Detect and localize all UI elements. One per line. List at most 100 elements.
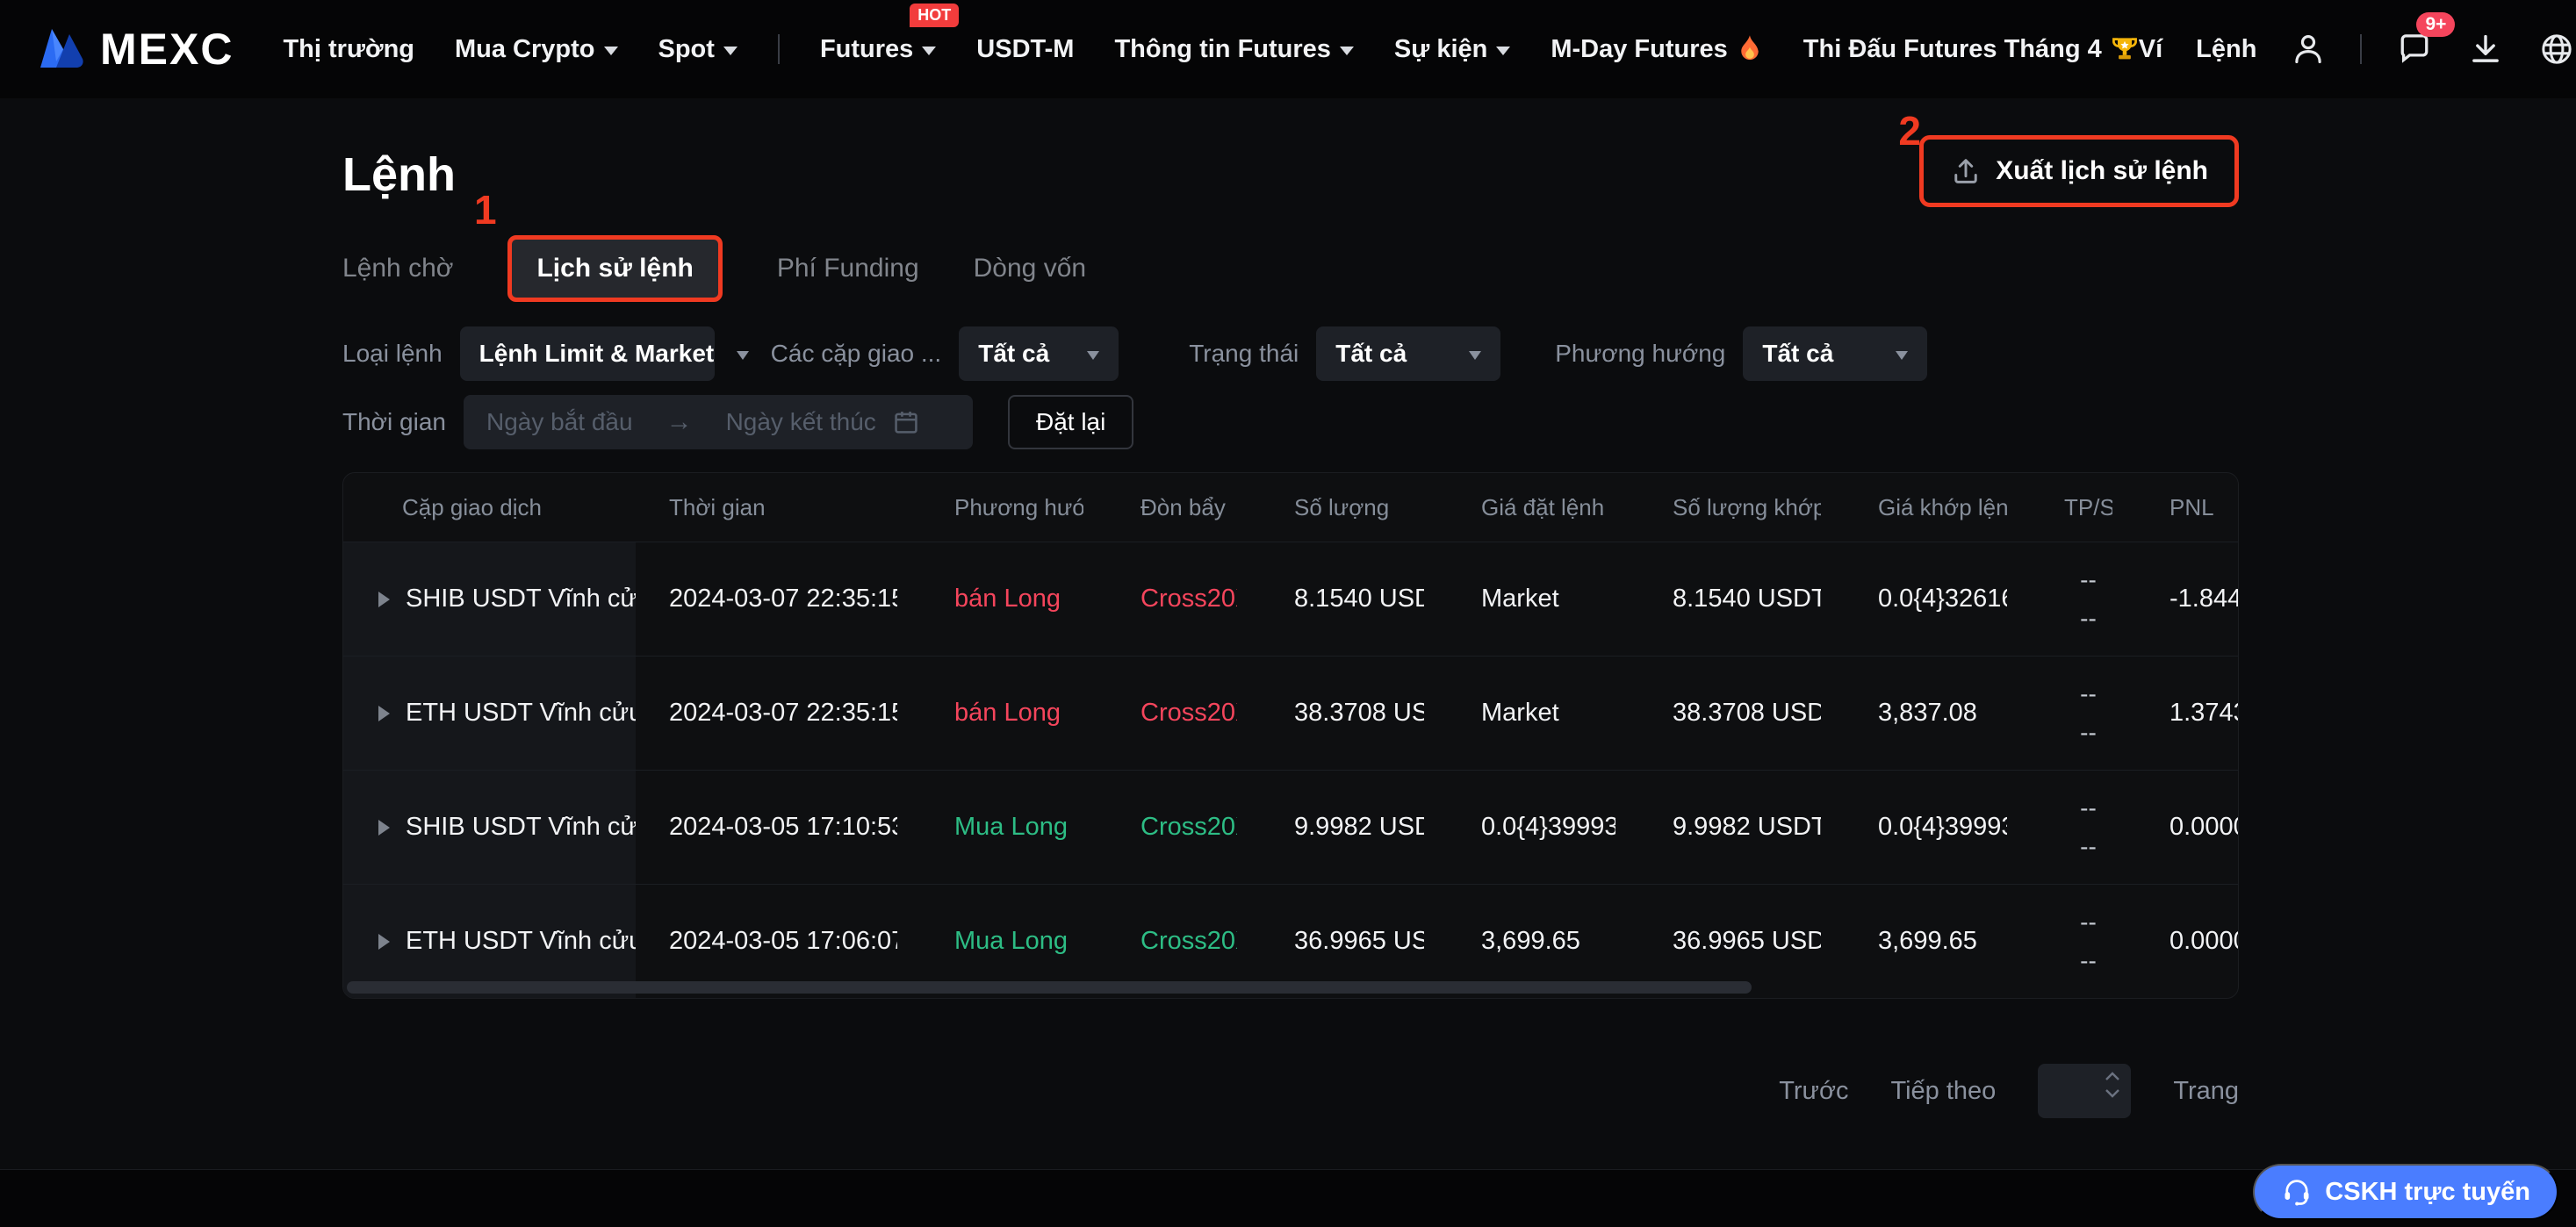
chevron-down-icon [1339,47,1354,55]
order-history-table: Cặp giao dịch Thời gian Phương hướng Đòn… [342,472,2239,999]
chevron-down-icon [1469,351,1482,360]
prev-page-button[interactable]: Trước [1779,1076,1849,1105]
tab-funding-fee[interactable]: Phí Funding [776,254,919,283]
time-label: Thời gian [342,408,446,435]
date-filter-row: Thời gian Ngày bắt đầu → Ngày kết thúc Đ… [342,395,2239,449]
pairs-select[interactable]: Tất cả [959,326,1119,381]
download-app-button[interactable] [2467,31,2504,68]
filled-qty: 38.3708 USDT [1673,699,1821,727]
fill-price: 0.0{4}39993 [1878,813,2007,841]
order-direction: Mua Long [954,813,1068,841]
spinner-up-icon[interactable] [2105,1071,2120,1081]
pair-name: ETH USDT Vĩnh cửu [406,927,636,955]
nav-mday-futures[interactable]: M-Day Futures [1551,34,1762,64]
end-date-placeholder: Ngày kết thúc [725,408,876,435]
page-number-input[interactable] [2038,1064,2132,1118]
expand-row-icon[interactable] [378,933,390,950]
status-label: Trạng thái [1189,340,1299,367]
order-leverage: Cross20X [1140,699,1237,727]
annotation-number-1: 1 [474,187,497,233]
order-price: 3,699.65 [1481,927,1580,955]
next-page-button[interactable]: Tiếp theo [1890,1076,1997,1105]
main-content: Lệnh 2 Xuất lịch sử lệnh 1 Lệnh chờ Lịch… [342,98,2239,1118]
notification-count-badge: 9+ [2416,12,2456,37]
col-time: Thời gian [669,493,766,520]
fill-price: 0.0{4}32616 [1878,585,2007,613]
pnl-value: -1.8442 [2169,585,2238,613]
table-row[interactable]: ETH USDT Vĩnh cửu 2024-03-05 17:06:07 Mu… [343,884,2238,998]
nav-usdtm[interactable]: USDT-M [976,34,1075,63]
nav-futures-contest[interactable]: Thi Đấu Futures Tháng 4 [1803,35,2139,64]
nav-market[interactable]: Thị trường [283,34,414,63]
account-button[interactable] [2290,31,2327,68]
nav-divider [777,34,780,64]
brand-text: MEXC [100,25,234,74]
nav-futures-info[interactable]: Thông tin Futures [1114,35,1354,64]
nav-orders[interactable]: Lệnh [2196,34,2257,63]
footer-strip [0,1169,2576,1227]
chevron-down-icon [737,351,750,360]
order-tabs: 1 Lệnh chờ Lịch sử lệnh Phí Funding Dòng… [342,187,2239,302]
reset-button[interactable]: Đặt lại [1007,395,1134,449]
fill-price: 3,699.65 [1878,927,1977,955]
expand-row-icon[interactable] [378,705,390,721]
filter-row: Loại lệnh Lệnh Limit & Market Các cặp gi… [342,326,2239,381]
download-icon [2472,34,2500,62]
tab-open-orders[interactable]: Lệnh chờ [342,254,454,283]
nav-wallet[interactable]: Ví [2138,34,2163,63]
pnl-value: 0.0000 U [2169,927,2238,955]
language-button[interactable] [2537,30,2576,68]
table-row[interactable]: SHIB USDT Vĩnh cửu 2024-03-05 17:10:53 M… [343,770,2238,884]
nav-buy-crypto[interactable]: Mua Crypto [455,35,618,64]
order-time: 2024-03-07 22:35:15 [669,585,897,613]
page-word-label: Trang [2173,1076,2239,1105]
order-qty: 36.9965 USDT [1294,927,1424,955]
filled-qty: 8.1540 USDT [1673,585,1821,613]
filled-qty: 9.9982 USDT [1673,813,1821,841]
notifications-button[interactable]: 9+ [2395,12,2456,68]
nav-spot[interactable]: Spot [658,35,738,64]
spinner-down-icon[interactable] [2105,1088,2120,1099]
start-date-placeholder: Ngày bắt đầu [486,408,633,435]
tab-capital-flow[interactable]: Dòng vốn [973,254,1087,283]
expand-row-icon[interactable] [378,819,390,836]
order-type-select[interactable]: Lệnh Limit & Market [459,326,750,381]
chat-icon [2401,34,2428,63]
tab-order-history[interactable]: Lịch sử lệnh [507,235,723,302]
date-range-input[interactable]: Ngày bắt đầu → Ngày kết thúc [463,395,973,449]
pnl-value: 0.0000 U [2169,813,2238,841]
table-row[interactable]: ETH USDT Vĩnh cửu 2024-03-07 22:35:15 bá… [343,656,2238,770]
expand-row-icon[interactable] [378,591,390,607]
col-pair: Cặp giao dịch [402,493,542,520]
table-row[interactable]: SHIB USDT Vĩnh cửu 2024-03-07 22:35:15 b… [343,542,2238,656]
nav-futures[interactable]: Futures HOT [820,3,960,64]
mexc-logo-icon [40,29,83,68]
col-direction: Phương hướng [954,493,1083,520]
col-order-price: Giá đặt lệnh [1481,493,1605,520]
nav-divider [2360,34,2363,64]
flame-icon [1741,35,1759,61]
pair-name: SHIB USDT Vĩnh cửu [406,813,636,841]
mexc-logo[interactable]: MEXC [33,24,234,75]
tp-sl: -- -- [2080,793,2097,860]
pnl-value: 1.3743 U [2169,699,2238,727]
nav-events[interactable]: Sự kiện [1394,35,1511,64]
order-time: 2024-03-07 22:35:15 [669,699,897,727]
order-price: Market [1481,585,1559,613]
page-title: Lệnh [342,148,456,201]
headset-icon [2285,1180,2309,1206]
status-select[interactable]: Tất cả [1316,326,1501,381]
order-time: 2024-03-05 17:06:07 [669,927,897,955]
chevron-down-icon [1896,351,1909,360]
live-support-button[interactable]: CSKH trực tuyến [2253,1164,2558,1220]
nav-right: Ví Lệnh 9+ [2138,12,2576,68]
col-tpsl: TP/SL [2064,493,2112,520]
direction-select[interactable]: Tất cả [1743,326,1928,381]
order-price: 0.0{4}39993 [1481,813,1615,841]
order-direction: bán Long [954,699,1061,727]
chevron-down-icon [1087,351,1100,360]
horizontal-scrollbar-thumb[interactable] [347,981,1752,994]
export-history-button[interactable]: Xuất lịch sử lệnh [1919,135,2239,207]
table-header-row: Cặp giao dịch Thời gian Phương hướng Đòn… [343,473,2238,542]
